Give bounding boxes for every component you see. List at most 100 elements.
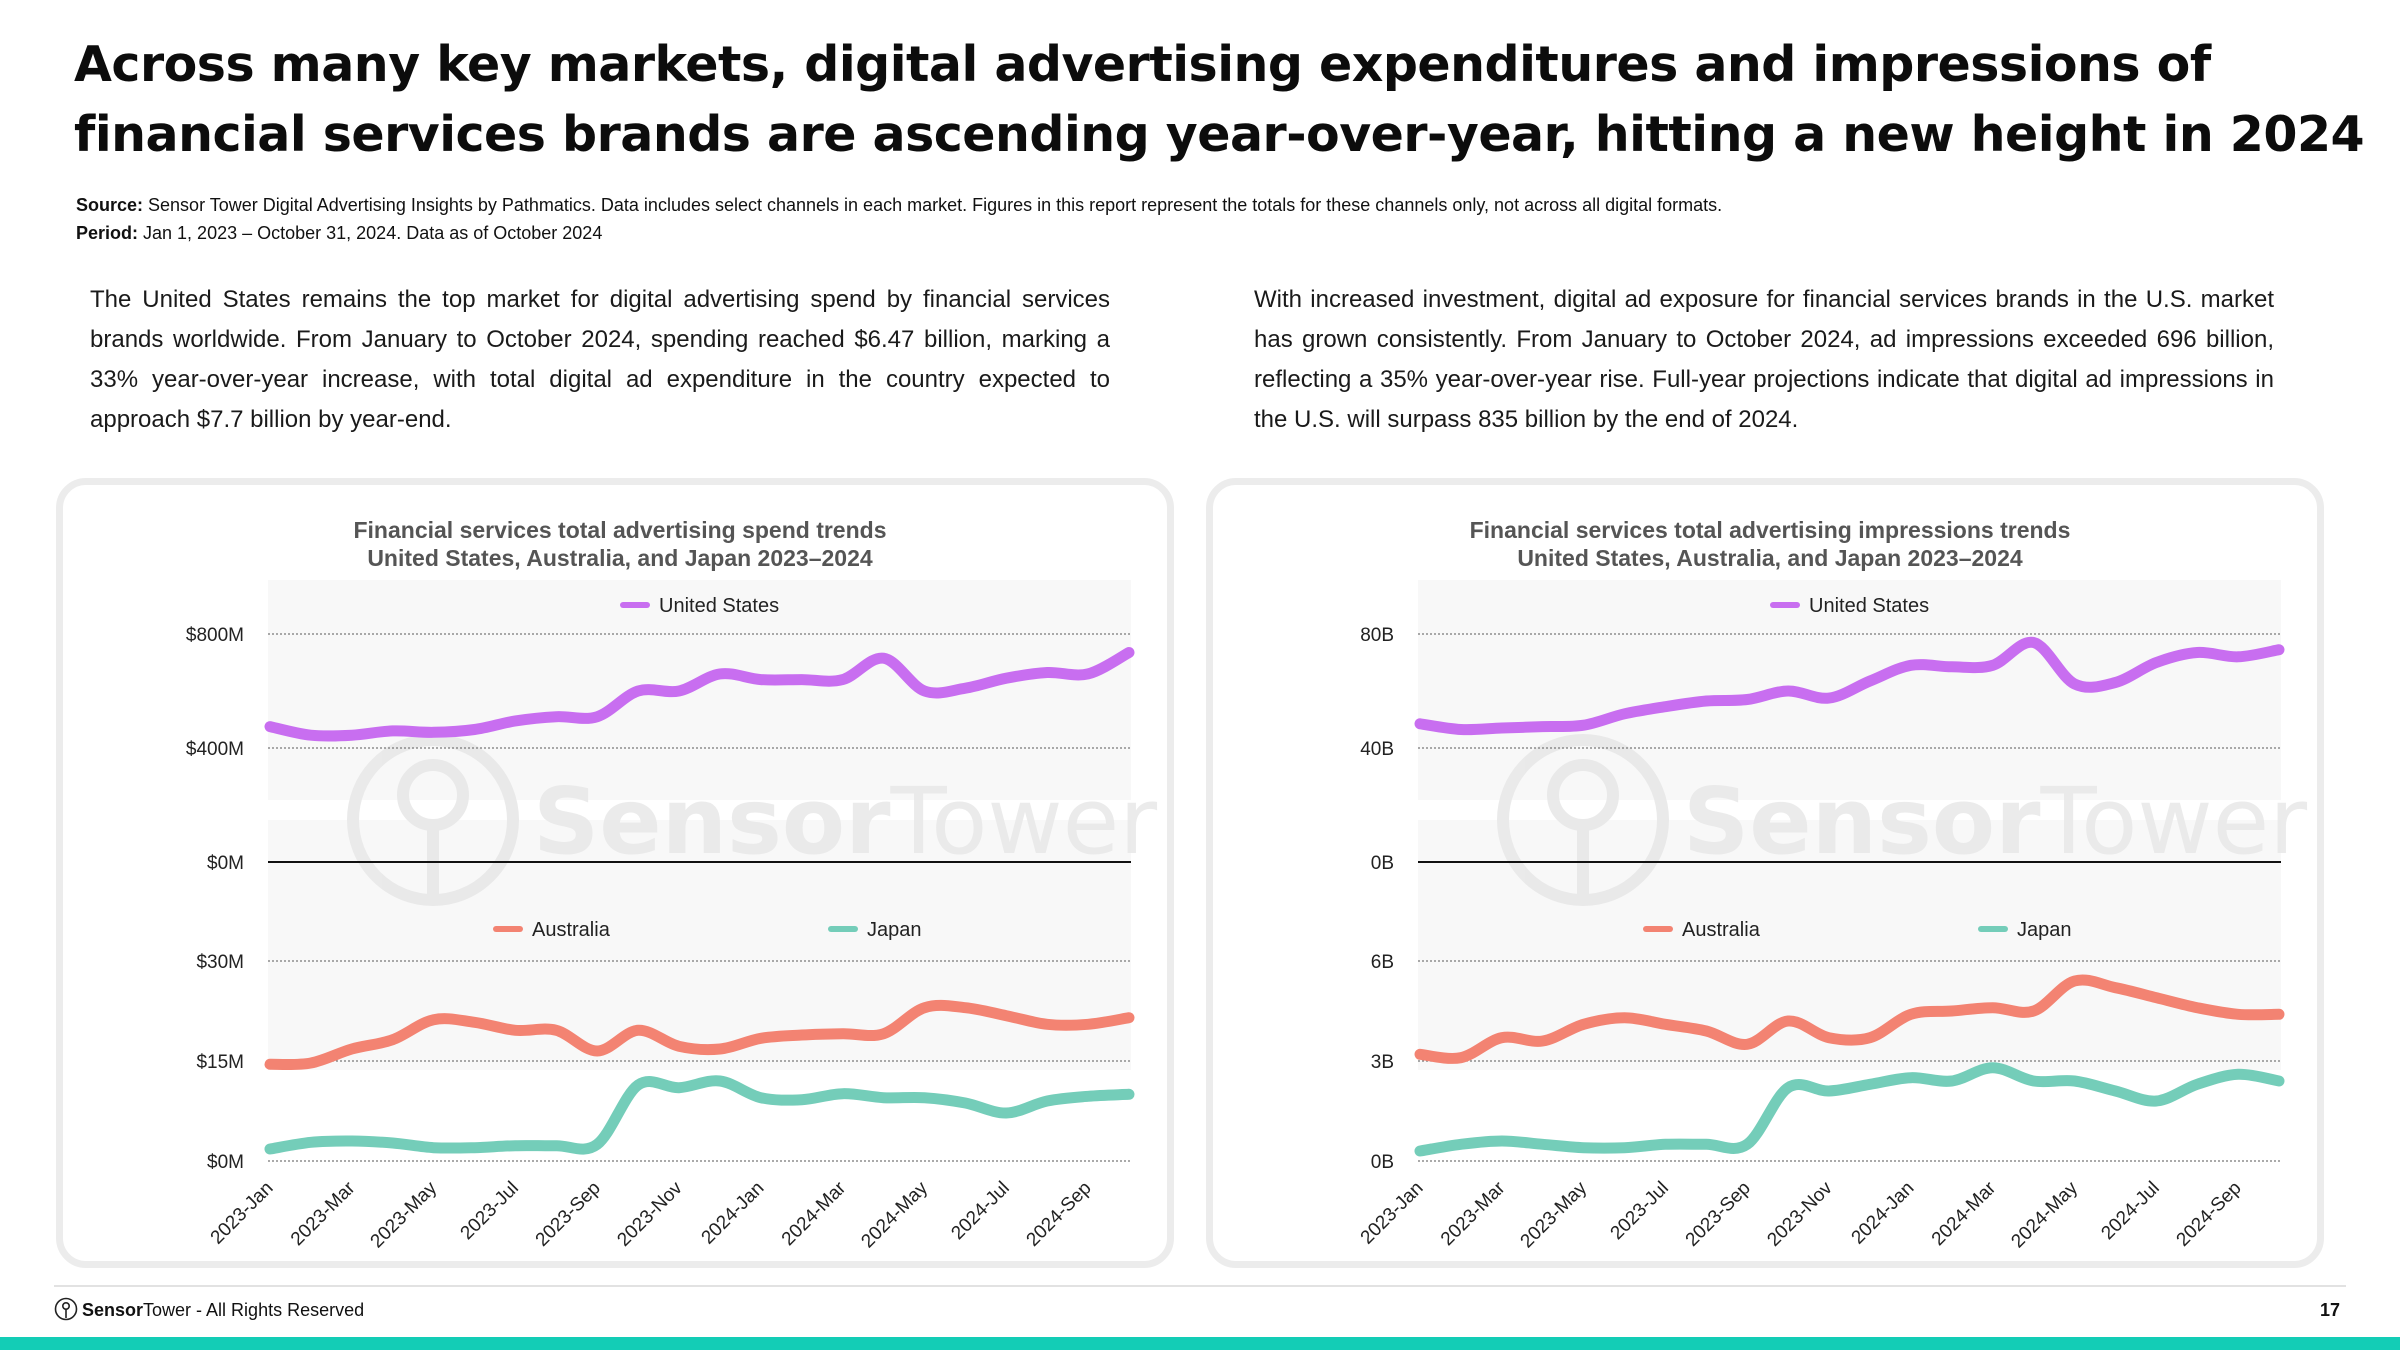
source-note: Source: Sensor Tower Digital Advertising… [76, 191, 1722, 219]
data-point-australia-2024-oct [1128, 1017, 1130, 1019]
data-point-australia-2023-apr [392, 1039, 394, 1041]
data-point-united-states-2023-apr [1542, 726, 1544, 728]
data-point-japan-2024-apr [883, 1097, 885, 1099]
data-point-japan-2024-jul [2155, 1100, 2157, 1102]
period-note: Period: Jan 1, 2023 – October 31, 2024. … [76, 219, 602, 247]
data-point-united-states-2023-aug [1705, 700, 1707, 702]
data-point-united-states-2024-aug [2196, 652, 2198, 654]
legend-label-australia: Australia [532, 919, 611, 941]
data-point-japan-2024-feb [801, 1099, 803, 1101]
data-point-japan-2023-dec [1869, 1083, 1871, 1085]
data-point-united-states-2023-sep [596, 716, 598, 718]
sensor-tower-logo-icon [54, 1297, 78, 1321]
data-point-united-states-2023-jan [1419, 723, 1421, 725]
data-point-japan-2024-jul [1005, 1112, 1007, 1114]
data-point-united-states-2023-feb [310, 734, 312, 736]
data-point-australia-2023-jan [269, 1063, 271, 1065]
sensor-tower-watermark: SensorTower [1497, 734, 2307, 906]
data-point-united-states-2024-sep [1087, 673, 1089, 675]
top_panel-y-tick-label: 0B [1371, 853, 1394, 874]
data-point-japan-2023-mar [351, 1140, 353, 1142]
data-point-united-states-2023-oct [637, 690, 639, 692]
data-point-japan-2023-sep [596, 1143, 598, 1145]
legend-label-japan: Japan [867, 919, 922, 941]
x-tick-label: 2024-Jul [2097, 1178, 2163, 1244]
data-point-japan-2024-oct [1128, 1093, 1130, 1095]
data-point-japan-2023-dec [719, 1080, 721, 1082]
watermark-logo-icon [347, 734, 519, 906]
chart-subtitle: United States, Australia, and Japan 2023… [1517, 545, 2023, 571]
data-point-japan-2024-mar [842, 1093, 844, 1095]
data-point-united-states-2024-apr [2033, 642, 2035, 644]
data-point-japan-2024-aug [2196, 1083, 2198, 1085]
x-tick-label: 2023-Nov [1763, 1177, 1836, 1250]
data-point-japan-2024-apr [2033, 1080, 2035, 1082]
data-point-japan-2024-mar [1992, 1067, 1994, 1069]
data-point-japan-2023-aug [555, 1145, 557, 1147]
data-point-japan-2023-nov [1828, 1090, 1830, 1092]
data-point-united-states-2024-may [923, 690, 925, 692]
data-point-australia-2023-jun [1624, 1017, 1626, 1019]
impressions-summary-paragraph: With increased investment, digital ad ex… [1254, 286, 2274, 433]
data-point-japan-2023-mar [1501, 1140, 1503, 1142]
data-point-united-states-2023-feb [1460, 728, 1462, 730]
x-tick-label: 2023-Mar [287, 1177, 360, 1250]
chart-title: Financial services total advertising imp… [1470, 517, 2071, 543]
x-tick-label: 2023-Mar [1437, 1177, 1510, 1250]
x-tick-label: 2024-Jan [698, 1178, 769, 1249]
spend-chart-card: Financial services total advertising spe… [56, 478, 1174, 1268]
data-point-japan-2024-sep [1087, 1095, 1089, 1097]
data-point-australia-2024-may [923, 1007, 925, 1009]
watermark-bold: Sensor [1683, 768, 2041, 875]
watermark-wordmark: SensorTower [533, 768, 1157, 875]
data-point-japan-2023-jan [269, 1148, 271, 1150]
data-point-united-states-2023-may [433, 731, 435, 733]
legend-label-australia: Australia [1682, 919, 1761, 941]
legend-label-united-states: United States [659, 595, 779, 617]
data-point-japan-2024-oct [2278, 1080, 2280, 1082]
data-point-australia-2024-apr [883, 1033, 885, 1035]
data-point-united-states-2023-apr [392, 730, 394, 732]
x-tick-label: 2024-May [857, 1177, 932, 1252]
data-point-australia-2023-jun [474, 1021, 476, 1023]
series-line-australia [264, 999, 1135, 1071]
footer-copyright: SensorTower - All Rights Reserved [82, 1298, 364, 1322]
data-point-japan-2024-may [2073, 1080, 2075, 1082]
footer-rights: - All Rights Reserved [191, 1300, 365, 1320]
data-point-united-states-2023-aug [555, 716, 557, 718]
x-tick-label: 2023-Jan [1357, 1178, 1428, 1249]
data-point-united-states-2024-feb [1951, 666, 1953, 668]
data-point-japan-2023-may [1583, 1147, 1585, 1149]
data-point-australia-2023-mar [351, 1048, 353, 1050]
data-point-japan-2024-jun [964, 1102, 966, 1104]
bottom-accent-bar [0, 1337, 2400, 1350]
x-tick-label: 2023-Jul [457, 1178, 523, 1244]
data-point-japan-2023-may [433, 1147, 435, 1149]
data-point-japan-2023-jul [1664, 1143, 1666, 1145]
data-point-united-states-2023-dec [719, 673, 721, 675]
bottom_panel-y-tick-label: $30M [196, 952, 244, 973]
data-point-united-states-2023-oct [1787, 690, 1789, 692]
data-point-united-states-2023-nov [1828, 697, 1830, 699]
source-label: Source: [76, 195, 144, 215]
data-point-japan-2023-jul [514, 1145, 516, 1147]
data-point-japan-2023-sep [1746, 1143, 1748, 1145]
data-point-australia-2023-dec [1869, 1037, 1871, 1039]
data-point-japan-2023-jan [1419, 1150, 1421, 1152]
data-point-australia-2023-jul [1664, 1023, 1666, 1025]
bottom_panel-y-tick-label: 6B [1371, 952, 1394, 973]
data-point-australia-2024-jun [964, 1007, 966, 1009]
series-line-united-states [1414, 636, 2285, 736]
data-point-japan-2023-jun [474, 1147, 476, 1149]
data-point-united-states-2024-aug [1046, 671, 1048, 673]
watermark-bold: Sensor [533, 768, 891, 875]
data-point-japan-2024-sep [2237, 1073, 2239, 1075]
data-point-united-states-2023-nov [678, 690, 680, 692]
data-point-japan-2023-apr [392, 1142, 394, 1144]
data-point-united-states-2024-apr [883, 657, 885, 659]
data-point-japan-2024-jun [2114, 1090, 2116, 1092]
data-point-australia-2024-aug [2196, 1007, 2198, 1009]
data-point-australia-2024-sep [1087, 1023, 1089, 1025]
watermark-logo-icon [1497, 734, 1669, 906]
series-line-japan [264, 1075, 1135, 1155]
